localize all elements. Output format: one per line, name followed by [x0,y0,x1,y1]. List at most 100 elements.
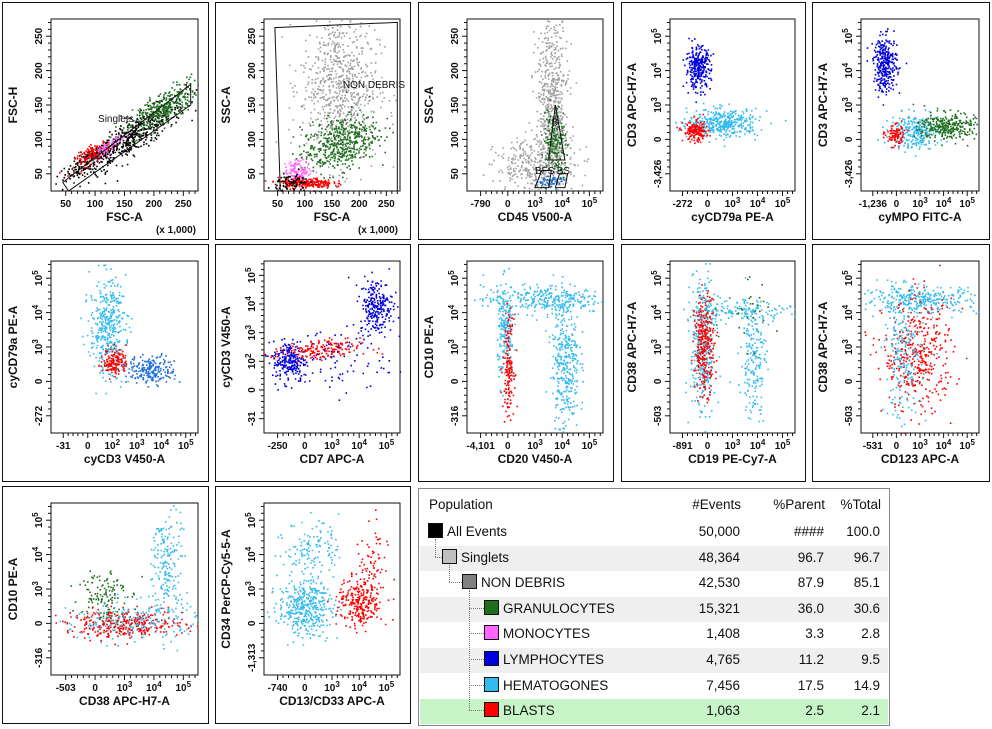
population-name: BLASTS [503,703,555,719]
population-name: All Events [447,524,508,539]
event-cluster [864,279,980,324]
gate-label: NON DEBRIS [343,80,406,91]
scatter-points [675,37,787,148]
population-events: 48,364 [698,549,740,565]
tree-connector [469,659,484,660]
tick-label: 100 [450,131,461,148]
event-cluster [864,264,968,434]
tick-label: -31 [56,441,71,452]
tick-label: 0 [705,199,711,210]
x-axis-title: cyCD79a PE-A [691,210,774,224]
y-axis-title: FSC-H [6,87,20,124]
tree-connector [469,633,484,635]
y-axis-title: SSC-A [422,86,436,124]
scatter-plot-svg: -250 0 103 104 105 -31 0 102 103 104 105 CD7 APC-A c… [219,260,402,466]
tick-label: 200 [34,62,45,79]
gate-outline[interactable] [548,104,566,161]
scatter-points [55,505,200,652]
y-axis-title: CD3 APC-H7-A [816,63,830,148]
event-cluster [882,120,909,149]
tick-label: 104 [936,438,952,452]
tick-label: 104 [936,196,952,210]
population-row[interactable]: MONOCYTES 1,408 3.3 2.8 [420,622,888,647]
population-row[interactable]: BLASTS 1,063 2.5 2.1 [420,699,888,725]
tick-label: 0 [894,199,900,210]
tick-label: 0 [92,683,98,694]
plot-area [50,18,199,192]
population-parent: #### [793,524,824,539]
tree-connector [469,607,484,609]
plot-area [50,260,199,434]
tick-label: 0 [34,620,45,626]
tick-label: 105 [959,438,975,452]
tick-label: 0 [653,378,664,384]
population-row[interactable]: GRANULOCYTES 15,321 36.0 30.6 [420,596,888,622]
event-cluster [55,84,198,191]
event-cluster [70,570,143,622]
tick-label: 103 [912,438,928,452]
population-row[interactable]: HEMATOGONES 7,456 17.5 14.9 [420,674,888,699]
gate-outline[interactable] [274,21,398,192]
tick-label: 250 [247,27,258,44]
tick-label: -272 [34,405,45,425]
plot-cd13-cd33-vs-cd34: -740 0 103 104 105 -1,313 0 103 104 105 CD13/CD33 … [215,486,411,724]
tick-label: 104 [351,680,367,694]
gate-outline[interactable] [62,83,192,192]
population-color-swatch [442,548,457,564]
x-axis-unit: (x 1,000) [358,225,398,236]
tick-label: 0 [450,378,461,384]
scatter-points [264,268,402,401]
population-row[interactable]: NON DEBRIS 42,530 87.9 85.1 [420,571,888,596]
tree-connector [449,564,450,583]
scatter-plot-svg: Singlets 50 100 150 200 250 50 100 150 200 250 FSC-… [6,18,199,236]
plot-cycd79a-vs-cd3: -272 0 103 104 105 -3,426 0 103 104 105 cyCD79a PE… [621,2,806,240]
population-row[interactable]: All Events 50,000 #### 100.0 [420,520,888,545]
plot-cd45-vs-ssc-a: B BFS BS -790 0 103 104 105 50 100 150 200 250 CD45 V… [418,2,614,240]
plot-cd38-vs-cd10: -503 0 103 104 105 -316 0 103 104 105 CD38 APC-H7-… [2,486,209,724]
tick-label: -3,426 [844,159,855,188]
population-color-swatch [484,676,499,692]
tick-label: 104 [153,438,169,452]
tick-label: 103 [129,438,145,452]
tick-label: 105 [775,196,791,210]
x-axis-title: CD38 APC-H7-A [79,694,170,708]
tick-label: 103 [324,438,340,452]
tick-label: -250 [268,441,288,452]
y-axis-title: SSC-A [219,86,233,124]
x-axis-title: CD7 APC-A [300,452,365,466]
tick-label: 200 [247,62,258,79]
plot-area [669,18,796,192]
population-row[interactable]: LYMPHOCYTES 4,765 11.2 9.5 [420,648,888,673]
event-cluster [59,140,117,177]
plot-cd19-vs-cd38: -891 0 103 104 105 -503 0 103 104 105 CD19 PE-Cy7-… [621,244,806,482]
tree-connector [435,539,436,557]
population-color-swatch [484,599,499,615]
event-cluster [264,176,342,193]
tick-label: -891 [672,441,692,452]
event-cluster [691,284,719,404]
tick-label: 150 [324,199,341,210]
gate-outline[interactable] [534,169,552,189]
plot-cd123-vs-cd38: -531 0 103 104 105 -503 0 103 104 105 CD123 APC-A C… [812,244,990,482]
gate-outline[interactable] [554,173,569,189]
population-color-swatch [484,625,499,641]
population-row[interactable]: Singlets 48,364 96.7 96.7 [420,545,888,571]
tick-label: 0 [705,441,711,452]
x-axis-title: cyMPO FITC-A [878,210,962,224]
scatter-plot-svg: -740 0 103 104 105-1,3130103104105CD13/CD33 … [219,502,401,708]
population-parent: 17.5 [797,677,824,693]
tick-label: 150 [34,96,45,113]
population-parent: 3.3 [805,626,824,642]
tick-label: 0 [505,441,511,452]
x-axis-title: CD123 APC-A [881,452,960,466]
plot-cd20-vs-cd10: -4,101 0 103 104 105 -316 0 103 104 105 CD20 V450-… [418,244,614,482]
tick-label: -531 [863,441,883,452]
tick-label: 104 [31,304,45,320]
event-cluster [912,103,978,147]
population-color-swatch [484,702,499,718]
population-color-swatch [462,574,477,590]
event-cluster [60,141,115,183]
tick-label: 105 [379,680,395,694]
tick-label: 105 [582,196,598,210]
